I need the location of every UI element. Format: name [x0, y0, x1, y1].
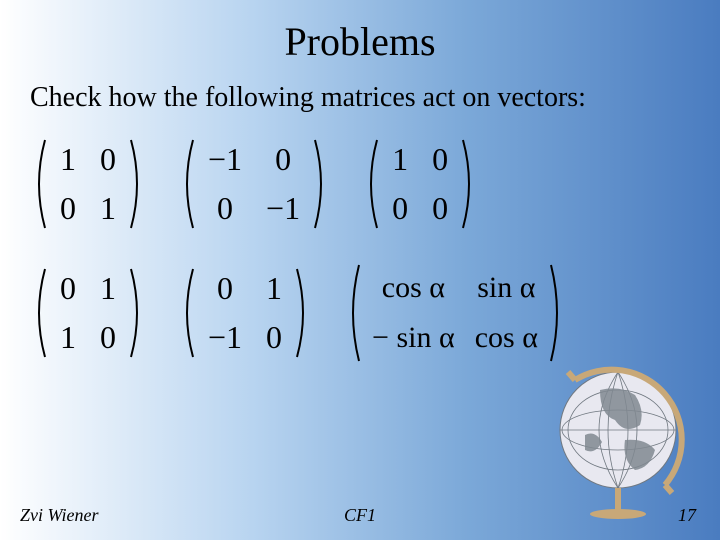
- cell: sin α: [465, 263, 548, 313]
- right-paren-icon: [128, 138, 146, 230]
- cell: 0: [48, 264, 88, 313]
- left-paren-icon: [362, 138, 380, 230]
- matrix-row-1: 10 01 −10 0−1 10 00: [30, 135, 690, 233]
- cell: 1: [48, 135, 88, 184]
- right-paren-icon: [548, 263, 566, 363]
- left-paren-icon: [178, 267, 196, 359]
- cell: −1: [254, 184, 312, 233]
- cell: 0: [196, 184, 254, 233]
- left-paren-icon: [30, 267, 48, 359]
- cell: 0: [88, 313, 128, 362]
- cell: 1: [254, 264, 294, 313]
- cell: −1: [196, 135, 254, 184]
- right-paren-icon: [312, 138, 330, 230]
- right-paren-icon: [460, 138, 478, 230]
- cell: 1: [88, 264, 128, 313]
- cell: 1: [48, 313, 88, 362]
- matrix-row-2: 01 10 01 −10 cos αsin α − sin αcos α: [30, 263, 690, 363]
- globe-icon: [530, 350, 690, 520]
- slide-subtitle: Check how the following matrices act on …: [30, 82, 586, 114]
- cell: 0: [380, 184, 420, 233]
- footer-page: 17: [678, 505, 696, 526]
- cell: − sin α: [362, 313, 465, 363]
- footer-center: CF1: [0, 505, 720, 526]
- cell: 0: [196, 264, 254, 313]
- cell: 0: [420, 184, 460, 233]
- matrix-2-3: cos αsin α − sin αcos α: [344, 263, 566, 363]
- matrix-2-1: 01 10: [30, 264, 146, 362]
- cell: cos α: [362, 263, 465, 313]
- cell: 0: [88, 135, 128, 184]
- matrix-1-3: 10 00: [362, 135, 478, 233]
- slide-title: Problems: [0, 18, 720, 65]
- left-paren-icon: [344, 263, 362, 363]
- matrix-1-1: 10 01: [30, 135, 146, 233]
- slide: Problems Check how the following matrice…: [0, 0, 720, 540]
- cell: −1: [196, 313, 254, 362]
- right-paren-icon: [294, 267, 312, 359]
- cell: 1: [380, 135, 420, 184]
- cell: 0: [254, 135, 312, 184]
- cell: 0: [48, 184, 88, 233]
- right-paren-icon: [128, 267, 146, 359]
- left-paren-icon: [30, 138, 48, 230]
- cell: 0: [254, 313, 294, 362]
- cell: 1: [88, 184, 128, 233]
- left-paren-icon: [178, 138, 196, 230]
- cell: 0: [420, 135, 460, 184]
- matrix-1-2: −10 0−1: [178, 135, 330, 233]
- matrix-2-2: 01 −10: [178, 264, 312, 362]
